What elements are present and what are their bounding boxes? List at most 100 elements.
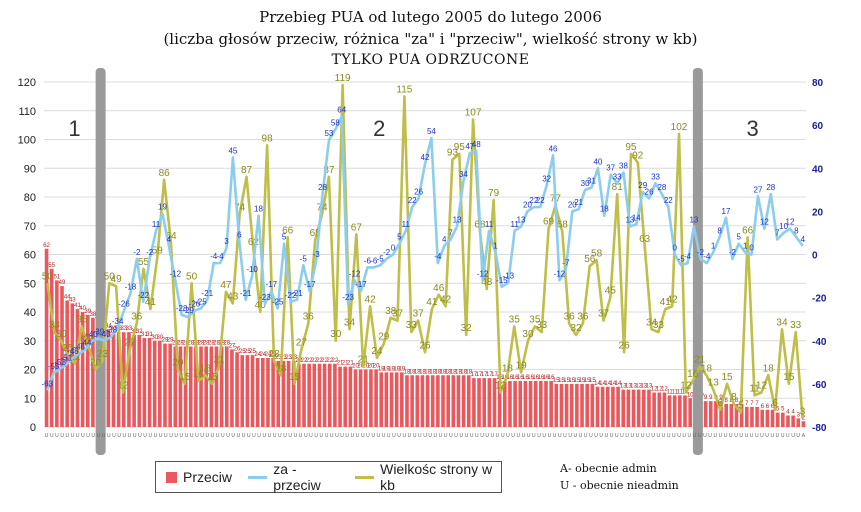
size-value-label: 43 bbox=[227, 291, 239, 302]
bar-value-label: 16 bbox=[517, 375, 524, 381]
bar-value-label: 8 bbox=[735, 398, 739, 404]
bar bbox=[261, 358, 265, 427]
bar bbox=[158, 340, 162, 427]
bar-value-label: 4 bbox=[786, 410, 790, 416]
diff-value-label: -26 bbox=[118, 300, 130, 309]
size-value-label: 15 bbox=[207, 372, 219, 383]
size-value-label: 119 bbox=[335, 73, 351, 84]
size-value-label: 69 bbox=[543, 217, 555, 228]
y-left-tick-label: 30 bbox=[24, 336, 36, 348]
bar bbox=[801, 421, 806, 427]
size-value-label: 35 bbox=[509, 314, 521, 325]
bar-value-label: 21 bbox=[342, 361, 349, 367]
x-tick-label: U bbox=[739, 433, 743, 439]
diff-value-label: -4 bbox=[684, 252, 692, 261]
size-value-label: 34 bbox=[776, 317, 788, 328]
x-tick-label: U bbox=[247, 433, 251, 439]
bar-value-label: 18 bbox=[409, 369, 416, 375]
bar bbox=[307, 363, 311, 427]
x-tick-label: U bbox=[459, 433, 463, 439]
size-value-label: 66 bbox=[742, 225, 754, 236]
size-value-label: 36 bbox=[131, 312, 143, 323]
x-tick-label: U bbox=[86, 433, 90, 439]
bar bbox=[271, 358, 275, 427]
bar bbox=[70, 303, 75, 427]
x-tick-label: U bbox=[314, 433, 318, 439]
x-tick-label: U bbox=[428, 433, 432, 439]
bar-value-label: 7 bbox=[750, 401, 754, 407]
bar-value-label: 24 bbox=[259, 352, 266, 358]
diff-value-label: -5 bbox=[300, 254, 308, 263]
diff-value-label: -2 bbox=[146, 248, 154, 257]
size-value-label: 36 bbox=[564, 312, 576, 323]
diff-value-label: 4 bbox=[442, 235, 447, 244]
size-value-label: 36 bbox=[577, 312, 589, 323]
bar bbox=[714, 401, 718, 427]
size-value-label: 74 bbox=[234, 202, 246, 213]
bar-value-label: 19 bbox=[398, 366, 405, 372]
size-value-label: 37 bbox=[598, 309, 610, 320]
x-tick-label: U bbox=[641, 433, 645, 439]
x-tick-label: U bbox=[107, 433, 111, 439]
y-left-tick-label: 110 bbox=[18, 106, 36, 118]
bar-value-label: 20 bbox=[352, 364, 359, 370]
diff-value-label: -2 bbox=[697, 248, 705, 257]
size-value-label: 48 bbox=[481, 277, 493, 288]
diff-value-label: -4 bbox=[217, 252, 225, 261]
diff-value-label: 22 bbox=[536, 196, 545, 205]
bar bbox=[631, 389, 636, 427]
bar bbox=[224, 346, 229, 427]
diff-value-label: 0 bbox=[749, 244, 754, 253]
x-tick-label: U bbox=[698, 433, 702, 439]
bar-value-label: 8 bbox=[725, 398, 729, 404]
diff-value-label: 14 bbox=[632, 213, 641, 222]
bar bbox=[183, 346, 188, 427]
bar bbox=[106, 329, 111, 427]
size-value-label: 50 bbox=[186, 271, 198, 282]
diff-value-label: 6 bbox=[237, 231, 242, 240]
diff-value-label: 5 bbox=[282, 233, 287, 242]
x-tick-label: U bbox=[568, 433, 572, 439]
x-tick-label: U bbox=[55, 433, 59, 439]
legend-item-przeciw: Przeciw bbox=[166, 469, 232, 485]
bar-value-label: 16 bbox=[512, 375, 519, 381]
size-value-label: 28 bbox=[83, 335, 95, 346]
diff-value-label: 64 bbox=[337, 106, 346, 115]
diff-value-label: 58 bbox=[331, 118, 340, 127]
size-value-label: 115 bbox=[396, 84, 412, 95]
bar-value-label: 11 bbox=[677, 389, 684, 395]
x-tick-label: U bbox=[745, 433, 749, 439]
diff-value-label: 13 bbox=[453, 215, 462, 224]
bar-value-label: 40 bbox=[79, 306, 86, 312]
bar bbox=[503, 381, 507, 427]
bar-value-label: 19 bbox=[393, 366, 400, 372]
bar-value-label: 19 bbox=[378, 366, 385, 372]
bar-value-label: 9 bbox=[719, 395, 723, 401]
x-tick-label: U bbox=[257, 433, 261, 439]
x-tick-label: U bbox=[408, 433, 412, 439]
bar-value-label: 49 bbox=[59, 280, 66, 286]
bar bbox=[379, 372, 384, 427]
bar bbox=[394, 372, 399, 427]
diff-value-label: -44 bbox=[80, 338, 92, 347]
size-value-label: 15 bbox=[721, 372, 733, 383]
x-tick-label: U bbox=[283, 433, 287, 439]
bar bbox=[194, 346, 198, 427]
bar bbox=[600, 386, 605, 427]
size-value-label: 42 bbox=[365, 294, 377, 305]
legend-label-przeciw: Przeciw bbox=[183, 469, 233, 485]
x-tick-label: U bbox=[776, 433, 780, 439]
diff-value-label: 21 bbox=[574, 198, 583, 207]
bar bbox=[781, 412, 785, 427]
diff-value-label: 29 bbox=[638, 181, 647, 190]
size-value-label: 35 bbox=[76, 314, 88, 325]
bar bbox=[533, 381, 538, 427]
bar-value-label: 9 bbox=[709, 395, 713, 401]
x-tick-label: U bbox=[377, 433, 381, 439]
size-value-label: 38 bbox=[385, 306, 397, 317]
x-tick-label: U bbox=[211, 433, 215, 439]
x-tick-label: U bbox=[278, 433, 282, 439]
x-tick-label: U bbox=[185, 433, 189, 439]
bar bbox=[482, 378, 487, 427]
size-value-label: 50 bbox=[104, 271, 116, 282]
